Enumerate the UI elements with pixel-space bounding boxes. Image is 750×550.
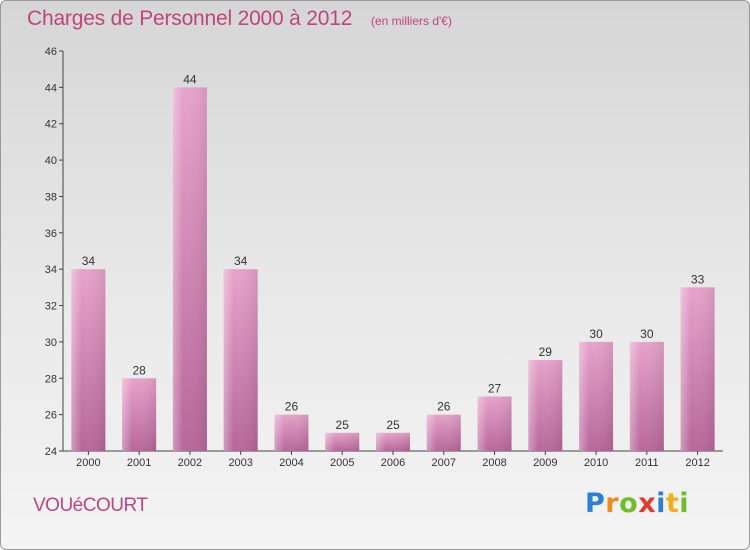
y-tick-label: 30 <box>45 337 57 349</box>
y-tick-label: 46 <box>45 46 57 58</box>
bar-shade <box>477 396 512 451</box>
y-tick-label: 36 <box>45 228 57 240</box>
bar-shade <box>122 378 157 451</box>
y-tick-label: 26 <box>45 410 57 422</box>
logo-letter: P <box>585 488 606 519</box>
data-label: 26 <box>285 400 299 414</box>
data-label: 25 <box>336 418 350 432</box>
chart-title: Charges de Personnel 2000 à 2012 <box>27 7 353 30</box>
logo-letter: r <box>605 488 620 519</box>
x-tick-label: 2003 <box>228 457 252 469</box>
logo-letter: o <box>619 488 639 519</box>
data-label: 27 <box>488 381 502 395</box>
y-tick-label: 42 <box>45 119 57 131</box>
bar-shade <box>528 360 563 451</box>
bar-shade <box>426 414 461 451</box>
x-tick-label: 2004 <box>279 457 303 469</box>
y-tick-label: 24 <box>45 446 57 458</box>
data-label: 28 <box>132 363 146 377</box>
bar-shade <box>680 287 715 451</box>
logo-letter: i <box>656 488 666 519</box>
x-tick-label: 2002 <box>178 457 202 469</box>
data-label: 29 <box>539 345 553 359</box>
x-tick-label: 2007 <box>432 457 456 469</box>
y-tick-label: 34 <box>45 264 57 276</box>
x-tick-label: 2012 <box>685 457 709 469</box>
logo-letter: t <box>665 488 680 519</box>
proxiti-logo[interactable]: Proxiti <box>585 488 689 519</box>
x-tick-label: 2005 <box>330 457 354 469</box>
data-label: 44 <box>183 72 197 86</box>
x-tick-label: 2006 <box>381 457 405 469</box>
chart-subtitle: (en milliers d'€) <box>371 14 452 28</box>
logo-letter: x <box>638 488 657 519</box>
x-tick-label: 2001 <box>127 457 151 469</box>
data-label: 26 <box>437 400 451 414</box>
data-label: 25 <box>386 418 400 432</box>
bar-shade <box>172 87 207 451</box>
x-tick-label: 2009 <box>533 457 557 469</box>
data-label: 34 <box>234 254 248 268</box>
bars-group: 34 28 44 34 26 25 25 26 27 29 30 30 33 <box>71 72 715 451</box>
x-tick-label: 2008 <box>482 457 506 469</box>
data-label: 30 <box>640 327 654 341</box>
x-tick-label: 2000 <box>76 457 100 469</box>
bar-shade <box>325 432 360 451</box>
y-tick-label: 38 <box>45 191 57 203</box>
data-label: 34 <box>82 254 96 268</box>
x-tick-label: 2010 <box>584 457 608 469</box>
bar-shade <box>71 269 106 451</box>
data-label: 30 <box>589 327 603 341</box>
bar-shade <box>223 269 258 451</box>
bar-shade <box>579 341 614 451</box>
y-tick-label: 32 <box>45 301 57 313</box>
y-tick-label: 40 <box>45 155 57 167</box>
x-tick-label: 2011 <box>635 457 659 469</box>
y-tick-label: 44 <box>45 82 57 94</box>
data-label: 33 <box>691 272 705 286</box>
bar-shade <box>274 414 309 451</box>
logo-letter: i <box>679 488 690 519</box>
bar-shade <box>376 432 410 451</box>
bar-shade <box>629 341 664 451</box>
commune-name: VOUéCOURT <box>33 495 148 516</box>
y-tick-label: 28 <box>45 373 57 385</box>
